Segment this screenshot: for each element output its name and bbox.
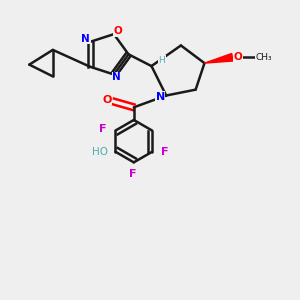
Text: N: N: [112, 72, 121, 82]
Text: F: F: [129, 169, 136, 178]
Text: F: F: [99, 124, 107, 134]
Text: O: O: [102, 95, 111, 105]
Text: O: O: [233, 52, 242, 62]
Polygon shape: [205, 53, 233, 63]
Text: N: N: [156, 92, 165, 102]
Text: O: O: [114, 26, 123, 36]
Text: F: F: [161, 147, 168, 157]
Text: H: H: [158, 56, 165, 65]
Text: CH₃: CH₃: [255, 53, 272, 62]
Text: HO: HO: [92, 147, 108, 157]
Text: N: N: [81, 34, 90, 44]
